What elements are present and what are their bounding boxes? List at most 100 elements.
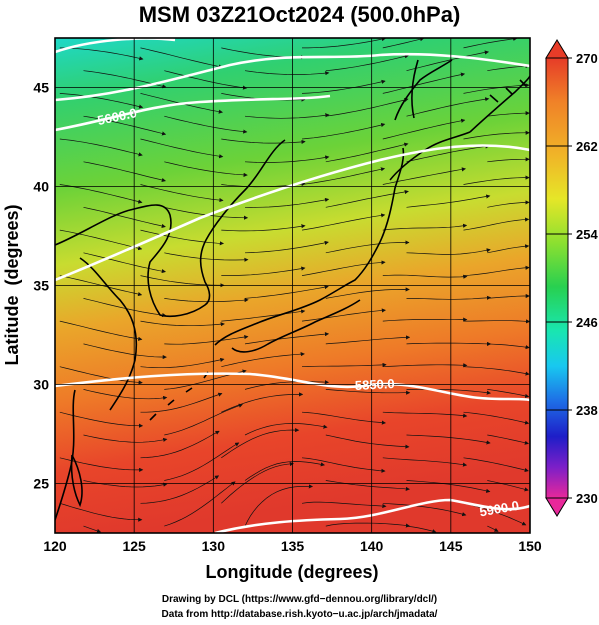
streamline <box>463 265 530 276</box>
contour-line <box>55 372 530 402</box>
streamline <box>221 461 294 504</box>
streamline <box>406 295 492 300</box>
streamline <box>221 392 304 413</box>
streamline <box>301 457 386 473</box>
streamline <box>83 161 166 183</box>
streamline <box>382 411 468 418</box>
y-axis-label: Latitude (degrees) <box>2 204 22 365</box>
streamline <box>325 142 409 163</box>
streamline <box>164 161 248 177</box>
streamline <box>164 481 236 527</box>
streamline <box>140 392 223 413</box>
streamline <box>221 309 306 322</box>
streamline <box>325 335 411 345</box>
streamline <box>244 423 328 436</box>
streamline <box>164 298 249 303</box>
streamline <box>221 224 306 232</box>
streamline <box>301 167 386 185</box>
streamline <box>59 229 143 251</box>
y-tick-label: 30 <box>33 377 49 393</box>
colorbar-bottom-arrow <box>545 497 569 517</box>
streamline <box>244 332 330 345</box>
streamline <box>140 430 220 459</box>
contour-line <box>55 144 530 282</box>
streamline <box>83 298 167 318</box>
streamline <box>83 343 167 360</box>
streamline <box>59 138 143 157</box>
streamline <box>140 184 224 203</box>
streamline <box>463 217 530 231</box>
streamline <box>406 341 492 346</box>
streamline <box>244 484 313 527</box>
streamline <box>325 240 410 254</box>
streamline <box>244 155 330 163</box>
streamline <box>463 38 518 49</box>
streamline <box>140 138 224 159</box>
y-tick-label: 25 <box>33 476 49 492</box>
streamline <box>244 70 330 76</box>
y-tick-label: 40 <box>33 179 49 195</box>
streamline <box>164 252 249 262</box>
streamline <box>487 64 530 72</box>
contour-line <box>214 498 530 533</box>
streamline <box>382 274 468 279</box>
streamline <box>382 317 468 322</box>
streamline <box>301 213 386 231</box>
streamline <box>487 111 530 117</box>
streamline <box>325 522 411 528</box>
streamline <box>59 93 144 109</box>
streamline <box>83 434 168 443</box>
streamline <box>463 319 530 324</box>
streamline <box>83 252 166 274</box>
streamline <box>164 442 240 481</box>
streamline <box>406 194 491 208</box>
streamline <box>406 434 491 445</box>
streamline <box>325 97 409 117</box>
streamline <box>487 389 530 398</box>
streamline <box>244 240 329 254</box>
streamline <box>140 357 225 369</box>
streamline <box>487 244 530 254</box>
colorbar-tick-label: 246 <box>576 315 598 330</box>
streamline <box>325 287 410 299</box>
colorbar-top-arrow <box>545 39 569 59</box>
streamline <box>406 388 491 395</box>
streamline <box>164 70 248 90</box>
x-axis-label: Longitude (degrees) <box>205 562 378 582</box>
streamline <box>83 206 166 228</box>
x-tick-label: 145 <box>439 538 463 554</box>
streamline <box>325 480 410 492</box>
colorbar-tick-label: 238 <box>576 403 598 418</box>
y-tick-label: 45 <box>33 80 49 96</box>
contour-label: 5850.0 <box>355 376 395 393</box>
streamline <box>244 380 329 390</box>
streamline <box>59 457 144 472</box>
streamline <box>244 113 330 119</box>
streamline <box>406 525 437 533</box>
streamline <box>463 130 530 140</box>
streamline <box>83 389 168 400</box>
streamline <box>59 502 143 522</box>
x-tick-label: 125 <box>122 538 146 554</box>
x-tick-label: 140 <box>360 538 384 554</box>
streamline <box>463 83 530 94</box>
streamline <box>140 320 225 327</box>
streamline <box>83 115 167 136</box>
streamline <box>382 457 468 467</box>
streamline <box>140 229 224 246</box>
streamline <box>244 197 330 208</box>
streamline <box>164 403 243 436</box>
y-tick-label: 35 <box>33 278 49 294</box>
streamline <box>406 480 491 493</box>
streamline <box>382 502 467 517</box>
streamline <box>244 461 325 481</box>
colorbar-tick-label: 230 <box>576 491 598 506</box>
streamline <box>140 275 225 288</box>
colorbar-tick-label: 254 <box>576 227 598 242</box>
streamline <box>487 293 530 299</box>
streamline <box>301 122 386 140</box>
contour-line <box>55 38 176 54</box>
x-tick-label: 150 <box>518 538 542 554</box>
x-tick-label: 120 <box>43 538 67 554</box>
